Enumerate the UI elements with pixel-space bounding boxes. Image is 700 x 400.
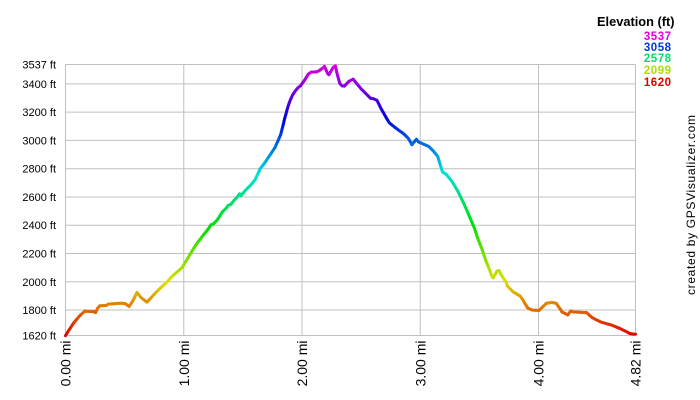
svg-text:2578: 2578: [644, 53, 672, 65]
svg-text:2099: 2099: [644, 65, 672, 77]
svg-text:2400 ft: 2400 ft: [22, 220, 56, 232]
svg-text:1620: 1620: [644, 77, 672, 89]
svg-text:3537: 3537: [644, 31, 672, 43]
svg-text:2800 ft: 2800 ft: [22, 164, 56, 176]
svg-text:1.00 mi: 1.00 mi: [176, 341, 192, 387]
svg-text:3000 ft: 3000 ft: [22, 135, 56, 147]
svg-text:3537 ft: 3537 ft: [22, 60, 56, 72]
svg-text:2000 ft: 2000 ft: [22, 277, 56, 289]
svg-text:3.00 mi: 3.00 mi: [412, 341, 428, 387]
svg-text:3058: 3058: [644, 42, 672, 54]
svg-text:Elevation (ft): Elevation (ft): [597, 14, 675, 29]
svg-text:1620 ft: 1620 ft: [22, 331, 56, 343]
svg-text:2600 ft: 2600 ft: [22, 192, 56, 204]
svg-text:4.82 mi: 4.82 mi: [628, 341, 644, 387]
svg-text:0.00 mi: 0.00 mi: [58, 341, 74, 387]
svg-text:3400 ft: 3400 ft: [22, 79, 56, 91]
svg-text:2.00 mi: 2.00 mi: [294, 341, 310, 387]
svg-text:4.00 mi: 4.00 mi: [531, 341, 547, 387]
svg-text:created by GPSVisualizer.com: created by GPSVisualizer.com: [684, 114, 698, 295]
svg-text:3200 ft: 3200 ft: [22, 107, 56, 119]
svg-text:2200 ft: 2200 ft: [22, 249, 56, 261]
svg-text:1800 ft: 1800 ft: [22, 305, 56, 317]
